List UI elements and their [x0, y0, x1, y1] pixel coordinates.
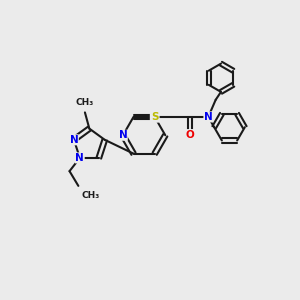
Text: N: N — [118, 130, 127, 140]
Text: N: N — [204, 112, 213, 122]
Text: CH₃: CH₃ — [81, 191, 100, 200]
Text: N: N — [70, 135, 78, 145]
Text: N: N — [76, 153, 84, 163]
Text: CH₃: CH₃ — [76, 98, 94, 107]
Text: N: N — [150, 112, 159, 122]
Text: S: S — [151, 112, 158, 122]
Text: O: O — [186, 130, 194, 140]
